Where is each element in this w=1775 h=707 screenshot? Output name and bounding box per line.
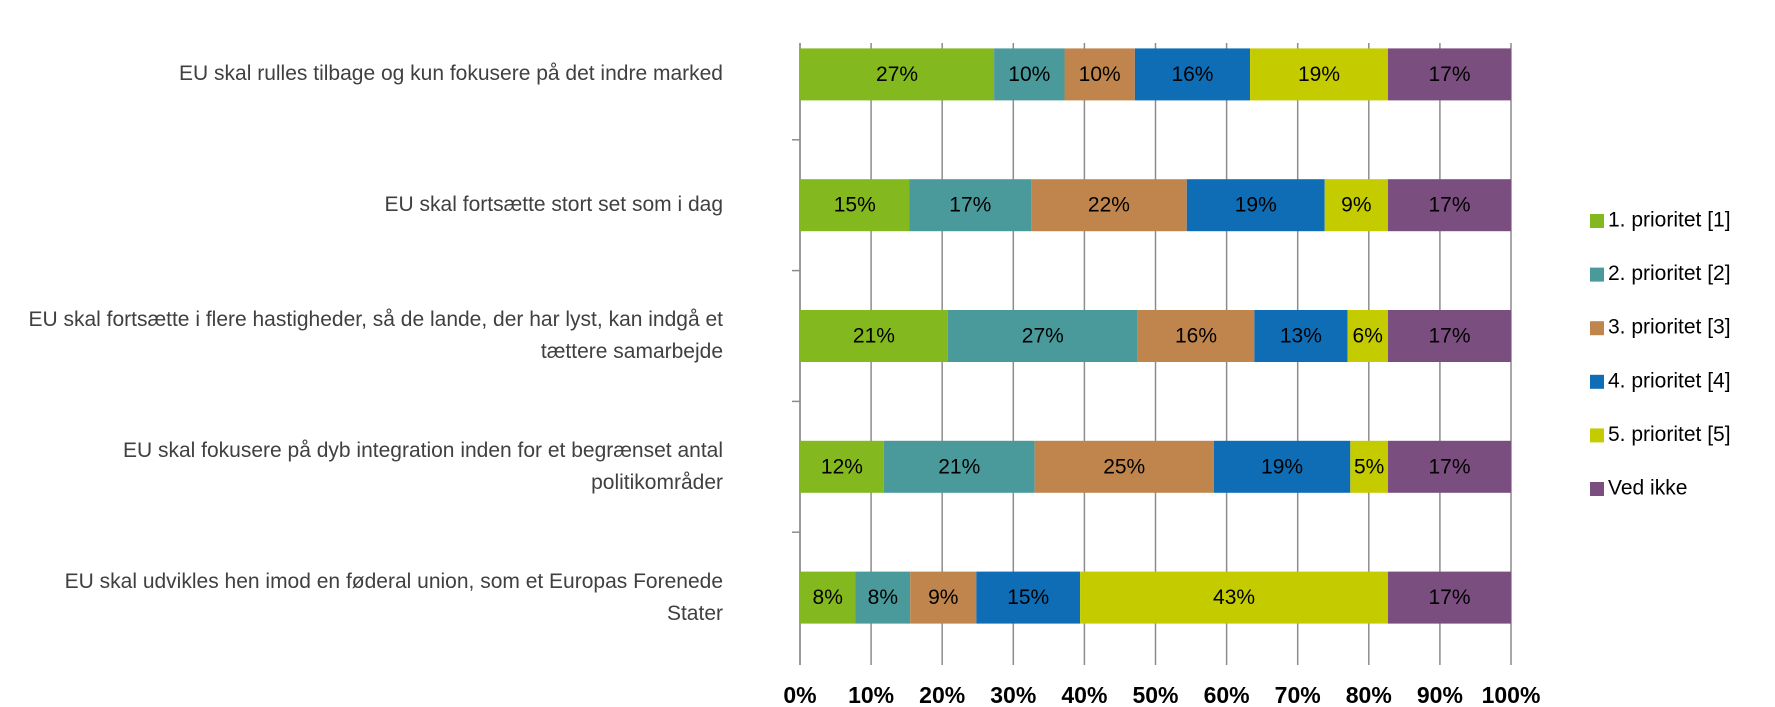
x-tick-label: 70%	[1275, 682, 1321, 707]
category-label: EU skal udvikles hen imod en føderal uni…	[64, 569, 723, 625]
data-label: 21%	[853, 325, 895, 348]
bar-segment	[909, 179, 1032, 232]
data-label: 25%	[1103, 455, 1145, 478]
legend-label: 1. prioritet [1]	[1608, 209, 1731, 232]
bar-segment	[1387, 440, 1511, 493]
data-label: 19%	[1261, 455, 1303, 478]
bar-segment	[800, 48, 995, 101]
data-label: 17%	[1428, 586, 1470, 609]
data-label: 17%	[1428, 455, 1470, 478]
data-label: 16%	[1171, 63, 1213, 86]
data-label: 19%	[1235, 194, 1277, 217]
data-label: 5%	[1354, 455, 1384, 478]
data-label: 16%	[1175, 325, 1217, 348]
data-label: 15%	[1007, 586, 1049, 609]
category-label: EU skal fortsætte i flere hastigheder, s…	[28, 308, 723, 363]
x-tick-label: 30%	[990, 682, 1036, 707]
bar-segment	[1031, 179, 1187, 232]
legend-swatch	[1590, 428, 1604, 443]
legend-label: 3. prioritet [3]	[1608, 316, 1731, 339]
x-tick-label: 60%	[1204, 682, 1250, 707]
data-label: 8%	[868, 586, 898, 609]
data-label: 15%	[834, 194, 876, 217]
bar-segment	[800, 571, 856, 624]
x-tick-label: 0%	[783, 682, 816, 707]
bar-segment	[1324, 179, 1388, 232]
data-label: 6%	[1353, 325, 1383, 348]
legend-label: 2. prioritet [2]	[1608, 262, 1731, 285]
bar-segment	[976, 571, 1081, 624]
data-label: 17%	[1428, 325, 1470, 348]
bar-segment	[883, 440, 1035, 493]
bar-segment	[800, 440, 884, 493]
data-label: 12%	[821, 455, 863, 478]
bar-segment	[910, 571, 977, 624]
data-label: 10%	[1079, 63, 1121, 86]
data-label: 22%	[1088, 194, 1130, 217]
data-label: 9%	[928, 586, 958, 609]
x-tick-label: 40%	[1061, 682, 1107, 707]
legend-swatch	[1590, 374, 1604, 389]
data-label: 21%	[938, 455, 980, 478]
x-tick-label: 20%	[919, 682, 965, 707]
bar-segment	[1080, 571, 1388, 624]
bar-segment	[800, 179, 910, 232]
data-label: 17%	[1428, 63, 1470, 86]
bar-segment	[855, 571, 911, 624]
bar-segment	[947, 310, 1138, 362]
legend-swatch	[1590, 321, 1604, 336]
legend-swatch	[1590, 482, 1604, 496]
data-label: 13%	[1280, 325, 1322, 348]
data-label: 8%	[813, 586, 843, 609]
x-tick-label: 10%	[848, 682, 894, 707]
data-label: 17%	[1428, 194, 1470, 217]
bar-segment	[1387, 179, 1511, 232]
data-label: 19%	[1298, 63, 1340, 86]
legend-label: 4. prioritet [4]	[1608, 369, 1731, 392]
category-label: EU skal rulles tilbage og kun fokusere p…	[179, 62, 723, 86]
x-tick-label: 80%	[1346, 682, 1392, 707]
legend-swatch	[1590, 214, 1604, 228]
bar-segment	[1387, 48, 1511, 101]
bar-segment	[1064, 48, 1135, 101]
bar-segment	[1250, 48, 1388, 101]
data-label: 27%	[1022, 325, 1064, 348]
legend-swatch	[1590, 267, 1604, 282]
bar-segment	[1137, 310, 1255, 362]
x-tick-label: 100%	[1482, 682, 1541, 707]
x-tick-label: 90%	[1417, 682, 1463, 707]
bar-segment	[1034, 440, 1214, 493]
category-label: EU skal fokusere på dyb integration inde…	[122, 438, 723, 494]
x-tick-label: 50%	[1132, 682, 1178, 707]
bar-segment	[1186, 179, 1325, 232]
category-label: EU skal fortsætte stort set som i dag	[384, 193, 723, 217]
data-label: 10%	[1008, 63, 1050, 86]
legend-label: Ved ikke	[1608, 477, 1687, 500]
data-label: 9%	[1341, 194, 1371, 217]
data-label: 17%	[949, 194, 991, 217]
bar-segment	[1254, 310, 1348, 362]
bar-segment	[1387, 310, 1511, 362]
bar-segment	[800, 310, 948, 362]
data-label: 27%	[876, 63, 918, 86]
bar-segment	[1213, 440, 1351, 493]
bar-segment	[1387, 571, 1511, 624]
data-label: 43%	[1213, 586, 1255, 609]
bar-segment	[994, 48, 1065, 101]
bar-segment	[1134, 48, 1251, 101]
bar-segment	[1347, 310, 1388, 362]
bar-segment	[1350, 440, 1388, 493]
legend-label: 5. prioritet [5]	[1608, 423, 1731, 446]
